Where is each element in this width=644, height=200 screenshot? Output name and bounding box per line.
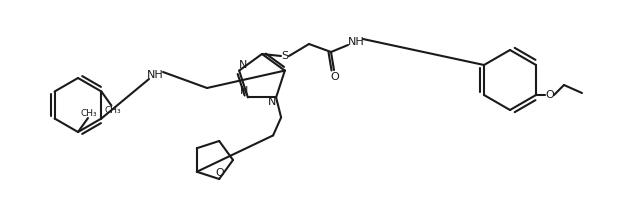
Text: N: N (268, 97, 276, 107)
Text: NH: NH (348, 37, 365, 47)
Text: N: N (240, 86, 248, 96)
Text: CH₃: CH₃ (80, 108, 97, 117)
Text: S: S (281, 51, 289, 61)
Text: N: N (239, 60, 247, 70)
Text: NH: NH (147, 70, 164, 80)
Text: O: O (545, 90, 554, 100)
Text: CH₃: CH₃ (104, 106, 120, 115)
Text: O: O (216, 168, 225, 178)
Text: O: O (330, 72, 339, 82)
